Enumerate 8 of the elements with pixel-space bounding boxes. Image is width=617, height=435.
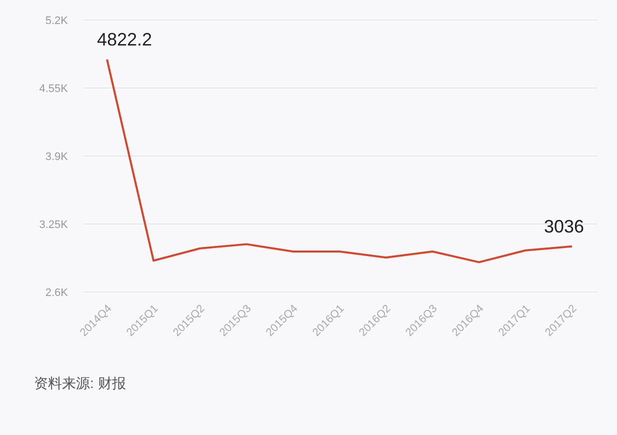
- y-tick-label: 3.9K: [45, 151, 69, 163]
- y-tick-label: 3.25K: [39, 219, 69, 231]
- y-tick-label: 2.6K: [45, 287, 69, 299]
- y-tick-label: 4.55K: [39, 83, 69, 95]
- data-label: 3036: [544, 216, 584, 236]
- y-tick-label: 5.2K: [45, 15, 69, 27]
- text: 资料来源: 财报: [34, 375, 126, 391]
- data-label: 4822.2: [97, 30, 152, 50]
